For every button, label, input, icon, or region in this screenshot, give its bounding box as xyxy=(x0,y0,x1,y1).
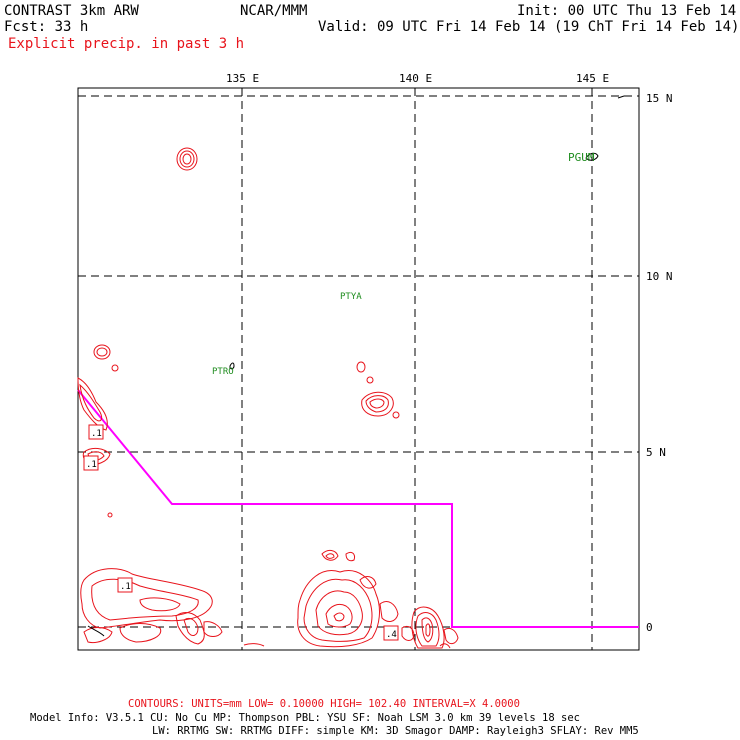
lat-label-0: 0 xyxy=(646,621,653,634)
contour-label-4: .4 xyxy=(383,625,399,641)
nest-boundary xyxy=(77,389,639,628)
contour-label-4-text: .4 xyxy=(386,630,397,640)
lon-label-145: 145 E xyxy=(576,72,609,85)
lon-label-140: 140 E xyxy=(399,72,432,85)
model-title: CONTRAST 3km ARW xyxy=(4,3,139,19)
station-ptro: PTRO xyxy=(212,367,234,377)
precip-contours xyxy=(77,147,459,649)
lat-label-15n: 15 N xyxy=(646,92,673,105)
contour-label-2-text: .1 xyxy=(86,460,97,470)
station-ptya: PTYA xyxy=(340,292,362,302)
contour-info: CONTOURS: UNITS=mm LOW= 0.10000 HIGH= 10… xyxy=(128,698,520,710)
model-info-line2: LW: RRTMG SW: RRTMG DIFF: simple KM: 3D … xyxy=(152,725,639,737)
lat-lon-grid xyxy=(78,88,639,650)
forecast-hour: Fcst: 33 h xyxy=(4,19,89,35)
center-title: NCAR/MMM xyxy=(240,3,308,19)
lon-label-135: 135 E xyxy=(226,72,259,85)
contour-label-2: .1 xyxy=(83,455,99,471)
contour-label-1-text: .1 xyxy=(91,429,102,439)
contour-label-3-text: .1 xyxy=(120,582,131,592)
init-time: Init: 00 UTC Thu 13 Feb 14 xyxy=(517,3,737,19)
precip-map: 135 E 140 E 145 E 15 N 10 N 5 N 0 xyxy=(77,72,673,651)
station-pgum: PGUM xyxy=(568,151,595,164)
map-frame xyxy=(77,87,640,651)
valid-time: Valid: 09 UTC Fri 14 Feb 14 (19 ChT Fri … xyxy=(318,19,740,35)
contour-label-3: .1 xyxy=(117,577,133,593)
contour-label-1: .1 xyxy=(88,424,104,440)
lat-label-5n: 5 N xyxy=(646,446,666,459)
coastlines xyxy=(87,95,625,637)
field-title: Explicit precip. in past 3 h xyxy=(8,36,245,52)
model-info-line1: Model Info: V3.5.1 CU: No Cu MP: Thompso… xyxy=(30,712,580,724)
lat-label-10n: 10 N xyxy=(646,270,673,283)
